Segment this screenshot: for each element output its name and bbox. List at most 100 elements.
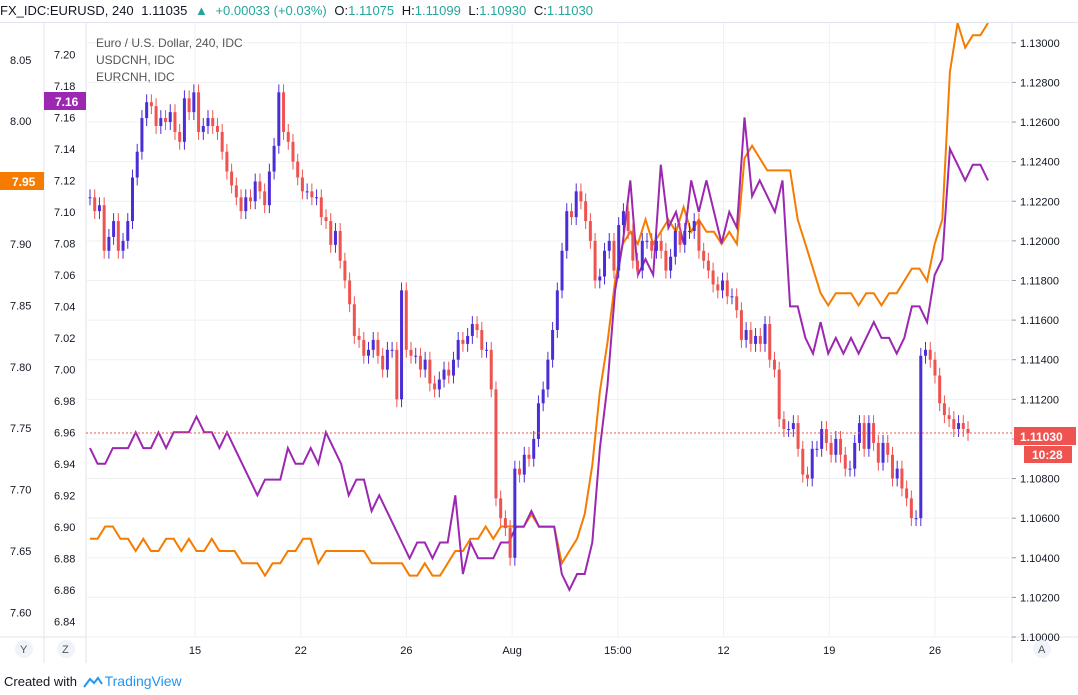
candle-body [333,230,337,245]
candle-body [499,498,503,519]
candle-body [640,240,644,271]
candle-body [489,349,493,390]
candle-body [310,191,314,198]
open-value: 1.11075 [348,3,395,18]
candle-body [277,92,281,146]
candle-body [966,429,970,433]
candle-body [263,191,267,206]
usdcnh-axis-tick-label: 7.14 [54,144,75,156]
symbol-label[interactable]: FX_IDC:EURUSD, 240 [0,3,134,18]
legend-usdcnh: USDCNH, IDC [96,53,175,67]
candle-body [248,197,252,202]
right-axis-tick-label: 1.10600 [1020,513,1060,525]
time-axis-tick-label: 22 [295,645,307,657]
candle-body [400,290,404,400]
candle-body [711,270,715,285]
candle-body [433,383,437,390]
time-axis-tick-label: Aug [502,645,522,657]
timer-badge-label: 10:28 [1032,448,1063,462]
candle-body [938,375,942,404]
candle-body [305,191,309,193]
time-axis-tick-label: 26 [929,645,941,657]
candle-body [768,324,772,360]
candle-body [560,250,564,291]
z-scale-button[interactable]: Z [57,640,75,658]
candle-body [692,221,696,231]
y-scale-button[interactable]: Y [15,640,33,658]
candle-body [895,468,899,479]
usdcnh-badge-label: 7.16 [55,95,79,109]
candle-body [744,330,748,340]
candle-body [876,442,880,463]
usdcnh-axis-tick-label: 6.90 [54,522,75,534]
candle-body [796,423,800,449]
candle-body [706,260,710,271]
candle-body [442,369,446,380]
usdcnh-axis-tick-label: 7.10 [54,207,75,219]
candle-body [225,151,229,172]
candle-body [376,339,380,356]
close-value: 1.11030 [546,3,593,18]
candle-body [102,205,106,251]
eurcnh-axis-tick-label: 7.90 [10,239,31,251]
candle-body [197,92,201,132]
eurcnh-axis-tick-label: 8.05 [10,55,31,67]
candle-body [178,131,182,142]
candle-body [329,221,333,245]
candle-body [603,250,607,277]
candle-body [513,468,517,558]
candle-body [721,280,725,291]
low-value: 1.10930 [479,3,527,18]
usdcnh-axis-tick-label: 6.86 [54,585,75,597]
legend-main: Euro / U.S. Dollar, 240, IDC [96,36,243,50]
eurcnh-axis-tick-label: 7.80 [10,362,31,374]
candle-body [806,474,810,479]
candle-body [669,256,673,271]
candle-body [659,240,663,251]
candle-body [541,389,545,404]
candle-body [546,359,550,390]
candle-body [758,335,762,344]
candle-body [244,197,248,212]
auto-scale-button[interactable]: A [1033,640,1051,658]
time-axis-tick-label: 15 [189,645,201,657]
price-chart[interactable]: 8.05 8.00 7.95 7.90 7.85 7.80 7.75 7.70 7.65 7.60… [0,22,1078,663]
candle-body [258,181,262,192]
candle-body [116,221,120,251]
candle-body [300,177,304,192]
high-label: H: [401,3,415,18]
candle-body [961,423,965,430]
right-axis-tick-label: 1.11600 [1020,315,1059,327]
usdcnh-axis-tick-label: 7.06 [54,270,75,282]
candle-body [749,330,753,344]
candle-body [518,468,522,475]
candle-body [947,415,951,420]
candle-body [905,488,909,499]
time-axis-tick-label: 19 [823,645,835,657]
candle-body [579,191,583,202]
chart-area[interactable]: 8.05 8.00 7.95 7.90 7.85 7.80 7.75 7.70 7.65 7.60… [0,22,1078,663]
candle-body [291,141,295,162]
symbol-header: FX_IDC:EURUSD, 240 1.11035 ▲ +0.00033 (+… [0,0,1078,22]
candle-body [810,448,814,479]
candle-body [735,296,739,311]
usdcnh-axis-tick-label: 6.84 [54,616,75,628]
candle-body [862,423,866,449]
candle-body [565,211,569,251]
candle-body [296,161,300,178]
candle-body [924,349,928,356]
right-axis-tick-label: 1.12800 [1020,77,1060,89]
candle-body [909,498,913,519]
price-badge-label: 1.11030 [1020,430,1063,444]
tradingview-link[interactable]: TradingView [104,673,182,689]
usdcnh-axis-tick-label: 6.98 [54,396,75,408]
eurcnh-axis-tick-label: 7.75 [10,423,31,435]
candle-body [942,403,946,416]
eurcnh-badge [0,172,44,190]
candle-body [159,118,163,126]
candle-body [215,125,219,132]
last-price: 1.11035 [141,3,188,18]
candle-body [626,211,630,231]
right-axis-tick-label: 1.10200 [1020,592,1060,604]
candle-body [220,131,224,152]
